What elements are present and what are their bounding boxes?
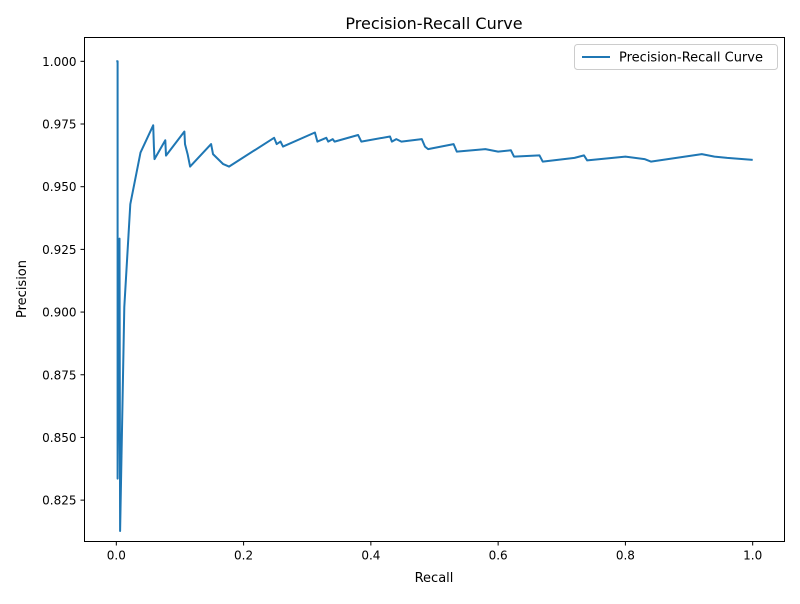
y-tick-label: 0.900 bbox=[42, 306, 76, 320]
legend: Precision-Recall Curve bbox=[574, 44, 778, 70]
y-tick-label: 0.825 bbox=[42, 494, 76, 508]
y-tick-label: 0.850 bbox=[42, 431, 76, 445]
y-tick-label: 0.975 bbox=[42, 118, 76, 132]
y-axis-label: Precision bbox=[15, 260, 30, 318]
chart-title: Precision-Recall Curve bbox=[345, 14, 522, 33]
y-tick-label: 0.875 bbox=[42, 368, 76, 382]
x-tick-label: 0.6 bbox=[489, 549, 508, 563]
series-lines bbox=[116, 60, 753, 532]
legend-label: Precision-Recall Curve bbox=[619, 51, 763, 66]
y-tick-label: 0.950 bbox=[42, 180, 76, 194]
x-tick-label: 0.2 bbox=[234, 549, 253, 563]
legend-box bbox=[574, 44, 778, 70]
x-axis-label: Recall bbox=[415, 571, 454, 586]
x-tick-label: 0.8 bbox=[616, 549, 635, 563]
x-tick-label: 0.0 bbox=[107, 549, 126, 563]
y-tick-label: 0.925 bbox=[42, 243, 76, 257]
x-ticks: 0.0 0.2 0.4 0.6 0.8 1.0 bbox=[107, 541, 762, 563]
x-tick-label: 1.0 bbox=[743, 549, 762, 563]
series-line-precision-recall bbox=[116, 60, 753, 532]
plot-area bbox=[84, 37, 785, 542]
x-tick-label: 0.4 bbox=[361, 549, 380, 563]
y-ticks: 0.825 0.850 0.875 0.900 0.925 0.950 0.975 1.000 bbox=[42, 55, 85, 508]
y-tick-label: 1.000 bbox=[42, 55, 76, 69]
